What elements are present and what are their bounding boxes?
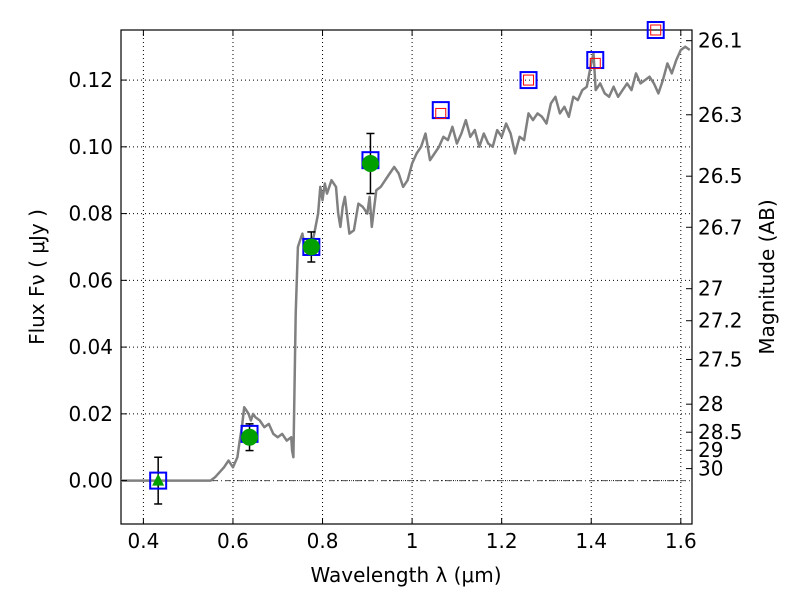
green-circle-marker — [241, 428, 259, 446]
x-tick-group: 0.4 0.6 0.8 1 1.2 1.4 1.6 — [127, 30, 697, 553]
y-tick-label: 0.10 — [68, 135, 113, 159]
spectrum-line — [121, 45, 691, 482]
red-square-marker — [589, 57, 601, 69]
y2-tick-label: 26.3 — [698, 103, 743, 127]
x-tick-label: 1.2 — [486, 529, 518, 553]
x-axis-label: Wavelength λ (μm) — [310, 563, 501, 587]
y2-tick-label: 30 — [698, 457, 723, 481]
y-axis-label: Flux Fν ( μJy ) — [25, 209, 49, 345]
y2-tick-label: 27 — [698, 277, 723, 301]
grid — [121, 30, 692, 524]
axes-frame — [120, 29, 693, 525]
red-square-marker — [435, 107, 447, 119]
y2-tick-label: 26.5 — [698, 164, 743, 188]
x-tick-label: 1.6 — [665, 529, 697, 553]
x-tick-label: 0.8 — [307, 529, 339, 553]
y-tick-label: 0.04 — [68, 335, 113, 359]
y-tick-label: 0.02 — [68, 402, 113, 426]
x-tick-label: 0.6 — [217, 529, 249, 553]
plot-layer — [121, 21, 691, 505]
blue-square-marker — [646, 21, 665, 39]
blue-square-marker — [431, 101, 450, 120]
y-tick-label: 0.08 — [68, 202, 113, 226]
y2-tick-label: 28.5 — [698, 420, 743, 444]
y2-axis-label: Magnitude (AB) — [755, 199, 779, 354]
red-square-marker — [650, 24, 662, 36]
x-tick-label: 0.4 — [127, 529, 159, 553]
blue-square-marker — [519, 71, 538, 90]
green-triangle-marker — [152, 473, 165, 486]
y2-tick-label: 29 — [698, 438, 723, 462]
green-circle-marker — [361, 155, 379, 173]
x-tick-label: 1.4 — [575, 529, 607, 553]
y2-tick-label: 27.5 — [698, 347, 743, 371]
y2-tick-label: 26.1 — [698, 29, 743, 53]
y2-tick-label: 27.2 — [698, 309, 743, 333]
red-square-marker — [523, 74, 535, 86]
green-circle-marker — [302, 238, 320, 256]
y-tick-label: 0.06 — [68, 268, 113, 292]
y-tick-label: 0.00 — [68, 469, 113, 493]
y-tick-label: 0.12 — [68, 68, 113, 92]
x-tick-label: 1 — [406, 529, 419, 553]
plot-frame — [120, 29, 693, 525]
y2-tick-label: 26.7 — [698, 215, 743, 239]
blue-square-marker — [149, 471, 168, 490]
y-tick-group: 0.00 0.02 0.04 0.06 0.08 0.10 0.12 — [68, 68, 127, 493]
y2-tick-label: 28 — [698, 392, 723, 416]
